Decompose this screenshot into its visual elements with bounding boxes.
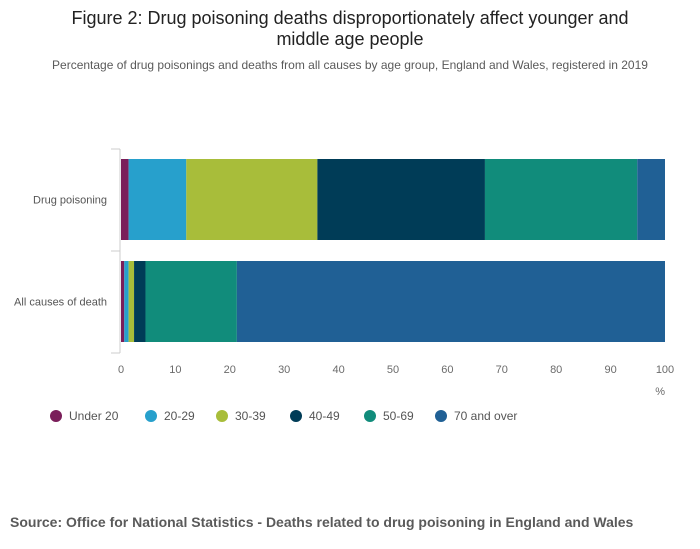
x-tick-label: 80: [550, 364, 562, 376]
legend-label: 70 and over: [454, 409, 517, 423]
x-tick-label: 40: [332, 364, 344, 376]
bar-segment: [134, 261, 146, 342]
x-tick-label: 10: [169, 364, 181, 376]
x-tick-label: 100: [656, 364, 674, 376]
bar-segment: [128, 159, 187, 240]
x-tick-label: 30: [278, 364, 290, 376]
legend-swatch: [145, 410, 157, 422]
x-tick-label: 50: [387, 364, 399, 376]
x-tick-label: 70: [496, 364, 508, 376]
category-label: Drug poisoning: [33, 195, 107, 207]
chart-title: Figure 2: Drug poisoning deaths dispropo…: [0, 8, 700, 50]
category-label: All causes of death: [14, 297, 107, 309]
bar-segment: [145, 261, 237, 342]
legend-label: 40-49: [309, 409, 340, 423]
legend-swatch: [216, 410, 228, 422]
source-note: Source: Office for National Statistics -…: [10, 514, 634, 530]
bar-segment: [186, 159, 318, 240]
bar-segment: [484, 159, 638, 240]
chart-legend: Under 20 20-29 30-39 40-49 50-69 70 and over: [50, 409, 517, 423]
x-axis-ticks: 0 10 20 30 40 50 60 70 80 90 100%: [118, 364, 674, 398]
legend-label: 30-39: [235, 409, 266, 423]
x-axis-unit-label: %: [655, 386, 665, 398]
chart-bars: [121, 159, 665, 342]
chart-title-line-1: Figure 2: Drug poisoning deaths dispropo…: [71, 8, 629, 28]
chart-subtitle: Percentage of drug poisonings and deaths…: [52, 58, 648, 72]
chart-title-line-2: middle age people: [276, 29, 424, 49]
x-tick-label: 0: [118, 364, 124, 376]
chart-axes: Drug poisoning All causes of death: [14, 148, 121, 354]
bar-segment: [121, 159, 129, 240]
bar-segment: [128, 261, 135, 342]
bar-segment: [121, 261, 125, 342]
legend-label: 50-69: [383, 409, 414, 423]
legend-swatch: [364, 410, 376, 422]
bar-segment: [637, 159, 665, 240]
legend-label: Under 20: [69, 409, 119, 423]
x-tick-label: 90: [604, 364, 616, 376]
x-tick-label: 60: [441, 364, 453, 376]
legend-label: 20-29: [164, 409, 195, 423]
legend-swatch: [290, 410, 302, 422]
legend-swatch: [50, 410, 62, 422]
bar-segment: [124, 261, 129, 342]
legend-swatch: [435, 410, 447, 422]
bar-segment: [236, 261, 665, 342]
x-tick-label: 20: [224, 364, 236, 376]
bar-segment: [317, 159, 485, 240]
